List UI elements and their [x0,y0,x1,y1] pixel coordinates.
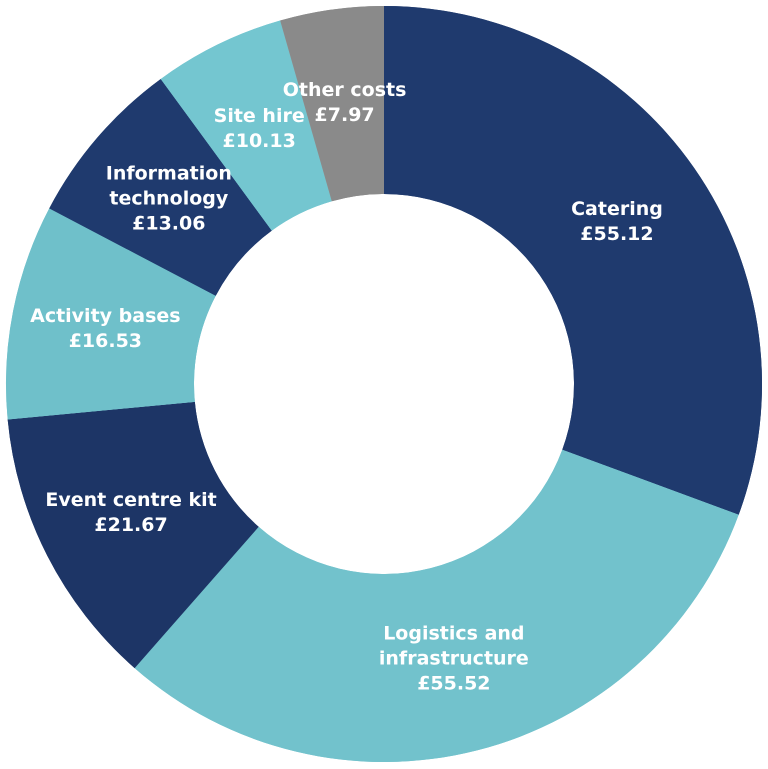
value-label: £21.67 [94,514,168,537]
category-label: Catering [571,197,663,220]
value-label: £10.13 [222,129,296,152]
slice-label: Catering £55.12 [517,197,717,247]
value-label: £55.12 [580,222,654,245]
value-label: £55.52 [417,672,491,695]
slice-label: Other costs £7.97 [245,78,445,128]
value-label: £7.97 [314,103,375,126]
category-label: Event centre kit [45,489,217,512]
slice [49,78,272,296]
slice [7,401,259,669]
slice [384,6,763,515]
slice-label: Logistics and infrastructure £55.52 [354,622,554,697]
category-label: Information technology [105,162,232,210]
category-label: Site hire [213,104,305,127]
slice-label: Information technology £13.06 [69,161,269,236]
slice [280,6,384,202]
slice [160,20,332,231]
slice-label: Site hire £10.13 [159,104,359,154]
category-label: Activity bases [30,305,181,328]
slice [134,449,739,762]
slice-label: Event centre kit £21.67 [31,488,231,538]
category-label: Logistics and infrastructure [378,622,529,670]
slice-label: Activity bases £16.53 [5,304,205,354]
slice [6,208,216,420]
value-label: £16.53 [68,330,143,353]
category-label: Other costs [282,78,407,101]
value-label: £13.06 [132,212,206,235]
